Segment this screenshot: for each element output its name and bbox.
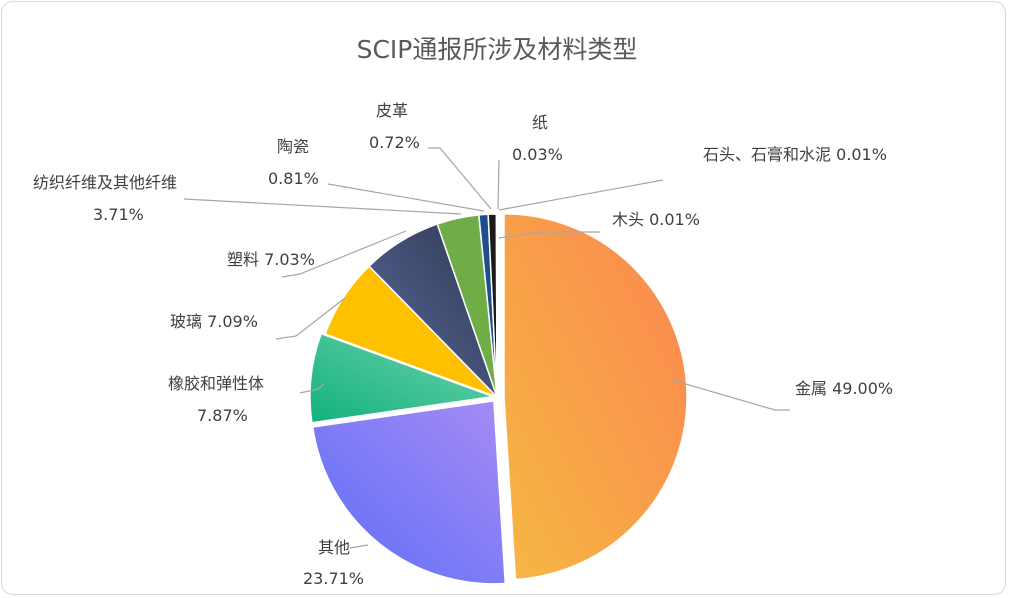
slice-label-7-pct: 0.72% [369, 133, 420, 152]
slice-label-8-pct: 0.03% [512, 145, 563, 164]
pie-slice-1 [311, 400, 507, 585]
leader-line-6 [327, 183, 485, 212]
slice-label-4: 塑料 7.03% [227, 250, 315, 269]
slice-label-1-pct: 23.71% [303, 569, 364, 588]
slice-label-6: 陶瓷 [277, 137, 309, 156]
leader-line-2 [299, 383, 325, 394]
slice-label-10: 木头 0.01% [612, 210, 700, 229]
leader-line-9 [498, 179, 664, 211]
leader-line-10 [498, 231, 600, 239]
pie-slice-0 [503, 213, 688, 581]
slice-label-5-pct: 3.71% [93, 205, 144, 224]
leader-line-4 [281, 230, 407, 278]
leader-line-1 [349, 544, 369, 549]
slice-label-8: 纸 [532, 113, 548, 132]
leader-line-5 [183, 198, 462, 215]
slice-label-0: 金属 49.00% [795, 379, 893, 398]
slice-label-9: 石头、石膏和水泥 0.01% [703, 145, 887, 164]
slice-labels: 金属 49.00% 其他 23.71% 橡胶和弹性体 7.87% 玻璃 7.09% 塑料 7… [33, 101, 893, 588]
slice-label-6-pct: 0.81% [268, 169, 319, 188]
slice-label-1: 其他 [318, 538, 350, 557]
leader-line-3 [275, 297, 346, 340]
slice-label-3: 玻璃 7.09% [170, 312, 258, 331]
slice-label-7: 皮革 [376, 101, 408, 120]
pie-slices [309, 213, 688, 585]
slice-label-2: 橡胶和弹性体 [168, 374, 264, 393]
leader-line-0 [671, 379, 790, 411]
leader-line-7 [428, 147, 492, 210]
pie-slice-2 [309, 332, 494, 424]
leader-line-8 [497, 159, 500, 210]
chart-title: SCIP通报所涉及材料类型 [357, 35, 638, 64]
slice-label-2-pct: 7.87% [197, 406, 248, 425]
leader-lines [183, 147, 790, 549]
slice-label-5: 纺织纤维及其他纤维 [33, 173, 177, 192]
